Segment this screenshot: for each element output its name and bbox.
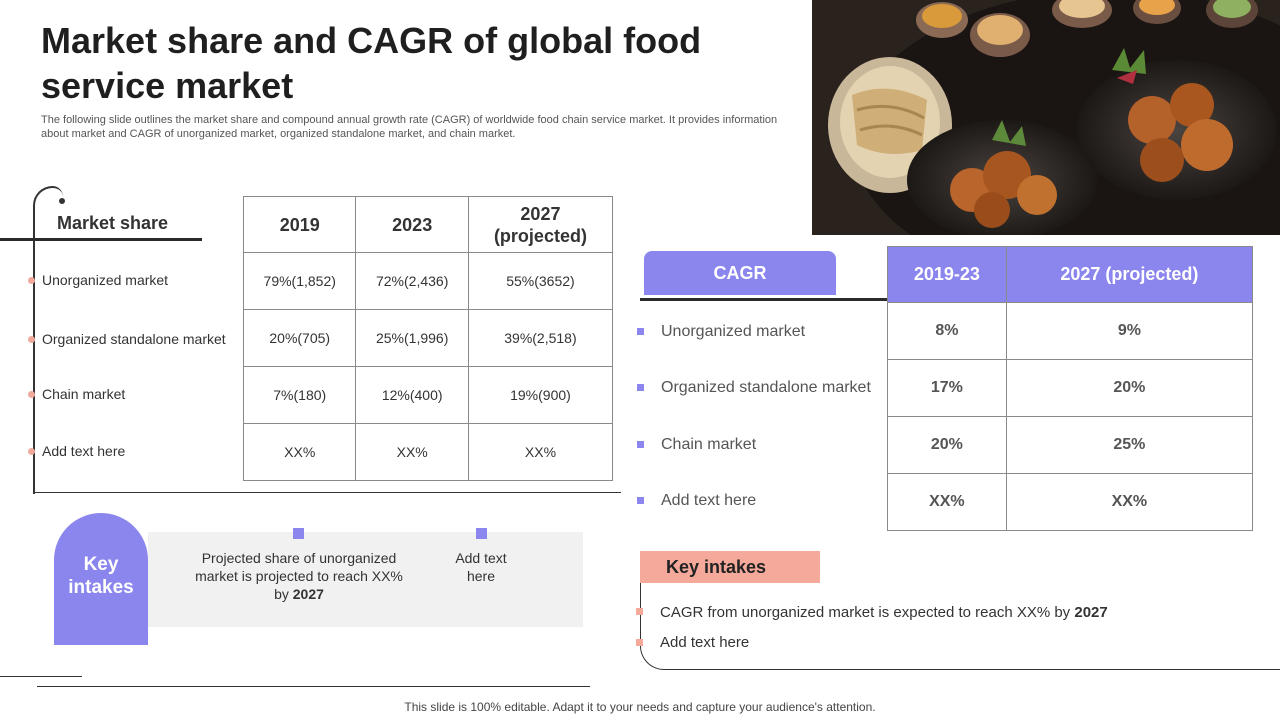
bullet-square bbox=[476, 528, 487, 539]
table-cell: 17% bbox=[887, 359, 1007, 417]
divider-line bbox=[37, 686, 590, 687]
cagr-underline bbox=[640, 298, 888, 301]
table-cell: 20% bbox=[887, 416, 1007, 474]
key-intakes-title: Key intakes bbox=[68, 554, 134, 598]
slide-subtitle: The following slide outlines the market … bbox=[41, 114, 778, 140]
market-share-row-label: Add text here bbox=[42, 443, 126, 459]
table-row: XX% XX% bbox=[887, 473, 1254, 531]
cagr-row-label: Organized standalone market bbox=[661, 379, 871, 396]
bullet-square bbox=[636, 608, 643, 615]
market-share-table: 2019 2023 2027 (projected) 79%(1,852) 72… bbox=[242, 196, 614, 481]
bullet-dot bbox=[28, 448, 35, 455]
table-row: 20%(705) 25%(1,996) 39%(2,518) bbox=[242, 309, 614, 367]
key-intakes-pill bbox=[54, 513, 148, 645]
table-row: XX% XX% XX% bbox=[242, 423, 614, 481]
column-header: 2027 (projected) bbox=[1005, 246, 1254, 303]
table-cell: 12%(400) bbox=[355, 366, 469, 424]
key-intakes-panel bbox=[148, 532, 583, 627]
key-intake-item: Projected share of unorganized market is… bbox=[190, 549, 408, 603]
column-header: 2023 bbox=[355, 196, 469, 253]
key-intake-text: CAGR from unorganized market is expected… bbox=[660, 604, 1071, 621]
bullet-square bbox=[637, 328, 644, 335]
cagr-row-label: Add text here bbox=[661, 492, 757, 509]
table-cell: 9% bbox=[1005, 302, 1254, 360]
table-cell: 79%(1,852) bbox=[242, 252, 357, 310]
key-intake-bold-year: 2027 bbox=[292, 586, 324, 602]
table-row: 17% 20% bbox=[887, 359, 1254, 417]
table-header-row: 2019-23 2027 (projected) bbox=[887, 246, 1254, 303]
footer-note: This slide is 100% editable. Adapt it to… bbox=[404, 700, 876, 714]
key-intake-item: Add text here bbox=[455, 550, 507, 584]
bullet-square bbox=[637, 497, 644, 504]
table-cell: 20% bbox=[1005, 359, 1254, 417]
table-header-row: 2019 2023 2027 (projected) bbox=[242, 196, 614, 253]
key-intake-bold-year: 2027 bbox=[1074, 604, 1108, 621]
table-row: 20% 25% bbox=[887, 416, 1254, 474]
key-intake-item: CAGR from unorganized market is expected… bbox=[660, 604, 1108, 621]
table-cell: 25% bbox=[1005, 416, 1254, 474]
key-intake-text: Projected share of unorganized market is… bbox=[195, 550, 403, 602]
cagr-row-label: Chain market bbox=[661, 436, 757, 453]
bullet-square bbox=[637, 441, 644, 448]
table-cell: XX% bbox=[242, 423, 357, 481]
table-cell: 8% bbox=[887, 302, 1007, 360]
cagr-header-tab: CAGR bbox=[644, 251, 836, 295]
market-share-header: Market share bbox=[57, 213, 169, 233]
bullet-dot bbox=[28, 391, 35, 398]
market-share-row-label: Organized standalone market bbox=[42, 331, 226, 347]
market-share-row-label: Unorganized market bbox=[42, 272, 169, 288]
table-cell: 72%(2,436) bbox=[355, 252, 469, 310]
slide-title: Market share and CAGR of global food ser… bbox=[41, 20, 702, 106]
market-share-vertical-line bbox=[33, 206, 35, 494]
food-photo bbox=[812, 0, 1280, 235]
column-header: 2019-23 bbox=[887, 246, 1007, 303]
table-cell: XX% bbox=[355, 423, 469, 481]
table-cell: XX% bbox=[467, 423, 614, 481]
table-cell: 39%(2,518) bbox=[467, 309, 614, 367]
market-share-row-label: Chain market bbox=[42, 386, 126, 402]
key-intakes-title: Key intakes bbox=[640, 551, 820, 583]
market-share-bottom-line bbox=[33, 492, 621, 493]
table-cell: XX% bbox=[887, 473, 1007, 531]
market-share-underline bbox=[0, 238, 202, 241]
key-intake-item: Add text here bbox=[660, 634, 750, 651]
bullet-square bbox=[293, 528, 304, 539]
table-cell: 20%(705) bbox=[242, 309, 357, 367]
table-cell: 19%(900) bbox=[467, 366, 614, 424]
bullet-square bbox=[637, 384, 644, 391]
table-cell: 25%(1,996) bbox=[355, 309, 469, 367]
bullet-square bbox=[636, 639, 643, 646]
table-cell: 7%(180) bbox=[242, 366, 357, 424]
bullet-dot bbox=[28, 277, 35, 284]
table-row: 79%(1,852) 72%(2,436) 55%(3652) bbox=[242, 252, 614, 310]
column-header: 2019 bbox=[242, 196, 357, 253]
bullet-dot bbox=[28, 336, 35, 343]
cagr-row-label: Unorganized market bbox=[661, 323, 806, 340]
table-row: 7%(180) 12%(400) 19%(900) bbox=[242, 366, 614, 424]
market-share-curve-dot bbox=[59, 198, 65, 204]
cagr-table: 2019-23 2027 (projected) 8% 9% 17% 20% 2… bbox=[887, 246, 1254, 531]
divider-line bbox=[0, 676, 82, 677]
table-row: 8% 9% bbox=[887, 302, 1254, 360]
table-cell: XX% bbox=[1005, 473, 1254, 531]
column-header: 2027 (projected) bbox=[467, 196, 614, 253]
key-intakes-bracket bbox=[640, 583, 1280, 670]
table-cell: 55%(3652) bbox=[467, 252, 614, 310]
